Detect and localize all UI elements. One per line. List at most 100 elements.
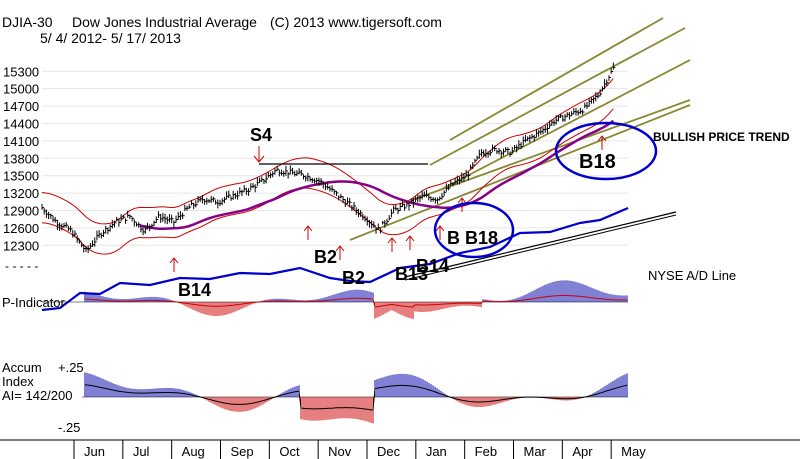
price-bar [177,211,181,220]
price-bar [65,221,69,228]
price-bar [489,149,493,156]
price-bar [129,214,132,220]
price-bar [78,238,82,244]
price-bar [582,109,585,115]
price-bar [184,204,187,211]
price-bar [296,170,299,177]
price-bar [430,196,433,203]
price-bar [351,205,354,211]
price-bar [179,211,183,221]
price-bar [81,243,84,248]
p-indicator-histogram [42,280,628,319]
price-bar [287,172,291,179]
price-bar [384,220,387,228]
lower-band [41,108,614,255]
price-bar [48,211,51,220]
x-axis-month-label: Nov [328,444,352,459]
price-bar [175,215,179,223]
signal-arrow [387,237,397,252]
price-bar [208,199,212,203]
x-axis-month-label: Oct [279,444,300,459]
price-bar [289,165,293,175]
price-bar [316,177,319,186]
moving-average [139,119,615,230]
price-bar [434,197,438,204]
price-bar [500,150,504,159]
bullish-trend-label: BULLISH PRICE TREND [653,130,790,144]
price-bar [254,184,258,193]
price-bar [379,228,383,234]
price-bar [270,172,273,179]
price-bar [445,183,449,192]
signal-arrowhead [405,235,415,242]
x-axis-month-label: May [621,444,646,459]
price-bar [467,171,471,181]
annotation-b2-a: B2 [314,247,337,267]
price-bar [452,182,455,187]
price-bar [524,134,528,143]
x-axis-month-label: Feb [475,444,497,459]
price-bar [505,147,508,152]
price-bar [283,170,286,177]
s4-arrowhead [253,155,265,163]
signal-arrowhead [457,197,467,204]
price-bar [250,183,253,191]
price-bar [324,182,328,191]
price-bar [531,133,535,139]
price-bar [300,169,304,176]
price-bar [173,220,176,228]
price-bar [285,165,288,176]
price-bar [344,199,348,207]
price-bar [142,227,146,236]
signal-arrow [335,245,345,260]
price-bar [397,207,400,215]
trend-channels [349,17,691,281]
price-bar [94,237,97,247]
price-bar [127,210,130,218]
price-bar [448,184,451,191]
price-bar [415,196,418,202]
price-bar [485,148,488,158]
price-bar [199,196,203,202]
accum-label-line2: Index [2,374,34,389]
price-bar [41,203,44,210]
annotation-b14-b: B14 [416,256,449,276]
price-bar [241,189,244,196]
price-bar [538,129,541,137]
price-bar [135,222,139,227]
price-bar [421,190,425,200]
price-bar [577,110,581,116]
price-bar [483,149,486,157]
price-bar [144,225,148,234]
price-bar [223,196,227,204]
price-bar [456,175,460,185]
signal-arrow [303,225,313,240]
price-bar [237,190,240,200]
ad-trendline-lower [404,214,677,281]
price-bar [111,219,115,229]
price-bar [206,197,209,205]
price-bar [338,195,341,201]
price-bar [256,177,260,187]
price-bar [248,188,251,196]
price-bar [601,86,605,92]
price-bar [419,194,422,202]
price-bar [43,207,47,215]
price-bar [210,195,214,203]
price-bar [498,148,502,155]
price-bar [388,215,392,221]
price-bar [221,198,225,206]
price-bar [401,199,405,208]
accum-index-histogram [82,372,628,424]
price-bar [450,180,453,187]
price-bar [597,92,600,99]
price-bar [481,149,484,157]
price-bar [263,179,266,185]
price-bar [491,144,495,152]
y-tick-blank: - - - - - [5,259,38,273]
price-bar [441,192,444,200]
price-bar [166,216,170,225]
price-bar [96,230,99,241]
accum-label-line1: Accum [2,360,42,375]
price-bar [50,213,53,219]
